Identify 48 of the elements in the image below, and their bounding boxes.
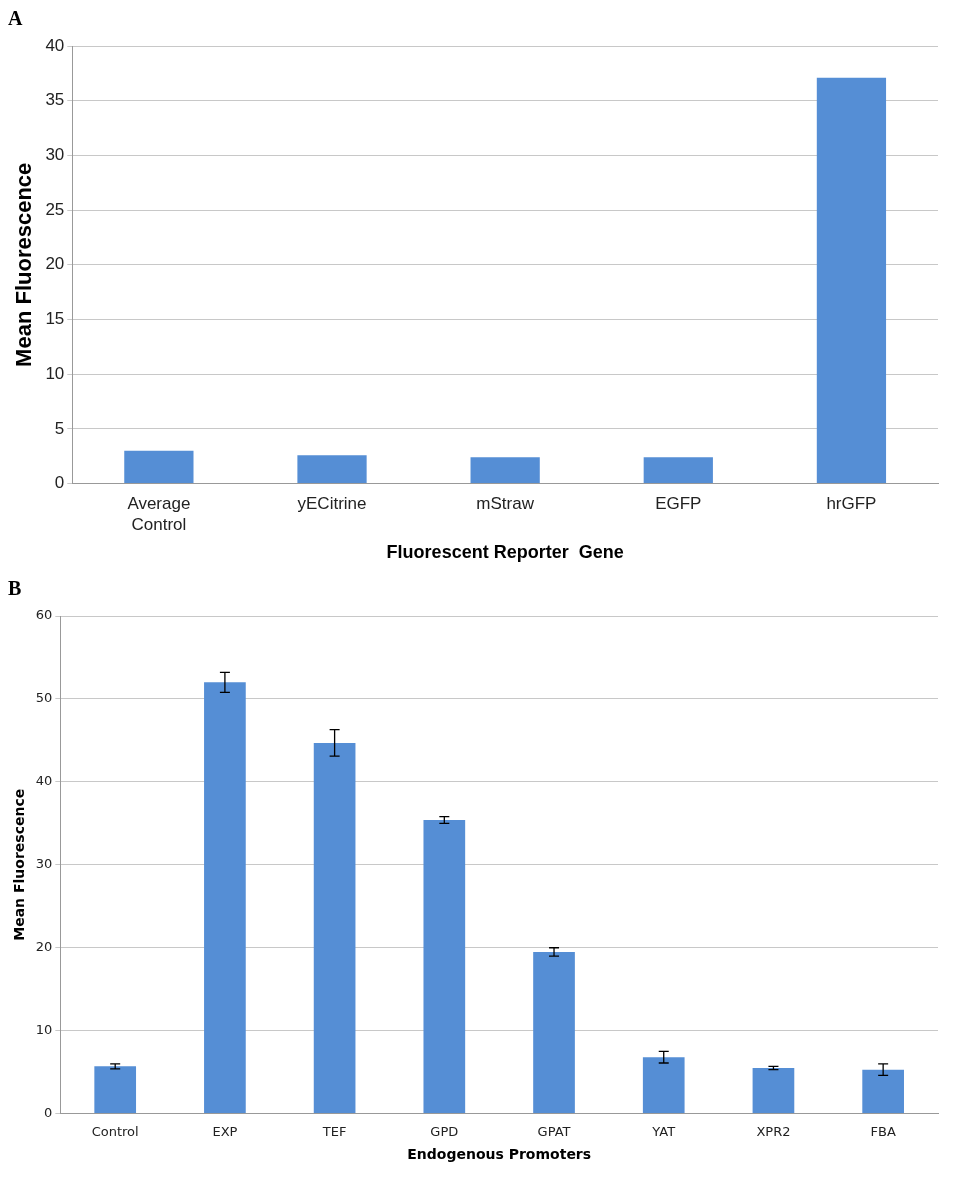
x-tick-label: hrGFP (826, 494, 877, 514)
x-tick-label: EGFP (655, 494, 702, 514)
x-tick-label: GPD (430, 1123, 459, 1139)
bar (124, 450, 194, 484)
chart-title: B (8, 577, 22, 600)
bar (643, 457, 713, 484)
bar (816, 77, 887, 484)
y-tick-label: 40 (45, 35, 65, 55)
y-axis-title: Mean Fluorescence (11, 162, 37, 367)
x-tick-label: YAT (651, 1123, 676, 1139)
y-tick-label: 10 (45, 363, 65, 383)
bar (533, 951, 575, 1114)
y-tick-label: 20 (35, 939, 53, 955)
y-tick-label: 0 (44, 1104, 53, 1120)
y-tick-label: 20 (45, 254, 65, 274)
bar (94, 1066, 137, 1114)
bar (642, 1057, 685, 1114)
bar (423, 820, 466, 1114)
y-tick-label: 30 (35, 856, 53, 872)
bar (470, 457, 540, 484)
x-tick-label: XPR2 (756, 1123, 791, 1139)
y-tick-label: 40 (35, 773, 53, 789)
x-axis-title: Endogenous Promoters (407, 1146, 592, 1163)
y-tick-label: 25 (45, 199, 65, 219)
x-tick-label: FBA (870, 1123, 896, 1139)
bar (313, 742, 356, 1114)
y-tick-label: 30 (45, 145, 65, 165)
x-axis-title: Fluorescent Reporter Gene (386, 542, 624, 563)
x-tick-label: Average Control (127, 494, 191, 534)
y-tick-label: 15 (45, 309, 65, 329)
bar (204, 682, 246, 1114)
x-tick-label: GPAT (537, 1123, 571, 1139)
x-tick-label: mStraw (476, 494, 535, 514)
bar (862, 1069, 904, 1114)
y-tick-label: 50 (35, 690, 53, 706)
x-tick-label: yECitrine (297, 494, 367, 514)
chart-title: A (8, 7, 23, 30)
x-tick-label: TEF (321, 1123, 347, 1139)
bar (752, 1067, 795, 1114)
y-tick-label: 35 (45, 90, 65, 110)
x-tick-label: EXP (212, 1123, 238, 1139)
y-tick-label: 10 (35, 1022, 53, 1038)
y-tick-label: 60 (35, 607, 53, 623)
y-tick-label: 5 (54, 418, 65, 438)
y-axis-title: Mean Fluorescence (11, 788, 28, 941)
bar (297, 455, 367, 484)
y-tick-label: 0 (54, 473, 65, 493)
x-tick-label: Control (91, 1123, 139, 1139)
